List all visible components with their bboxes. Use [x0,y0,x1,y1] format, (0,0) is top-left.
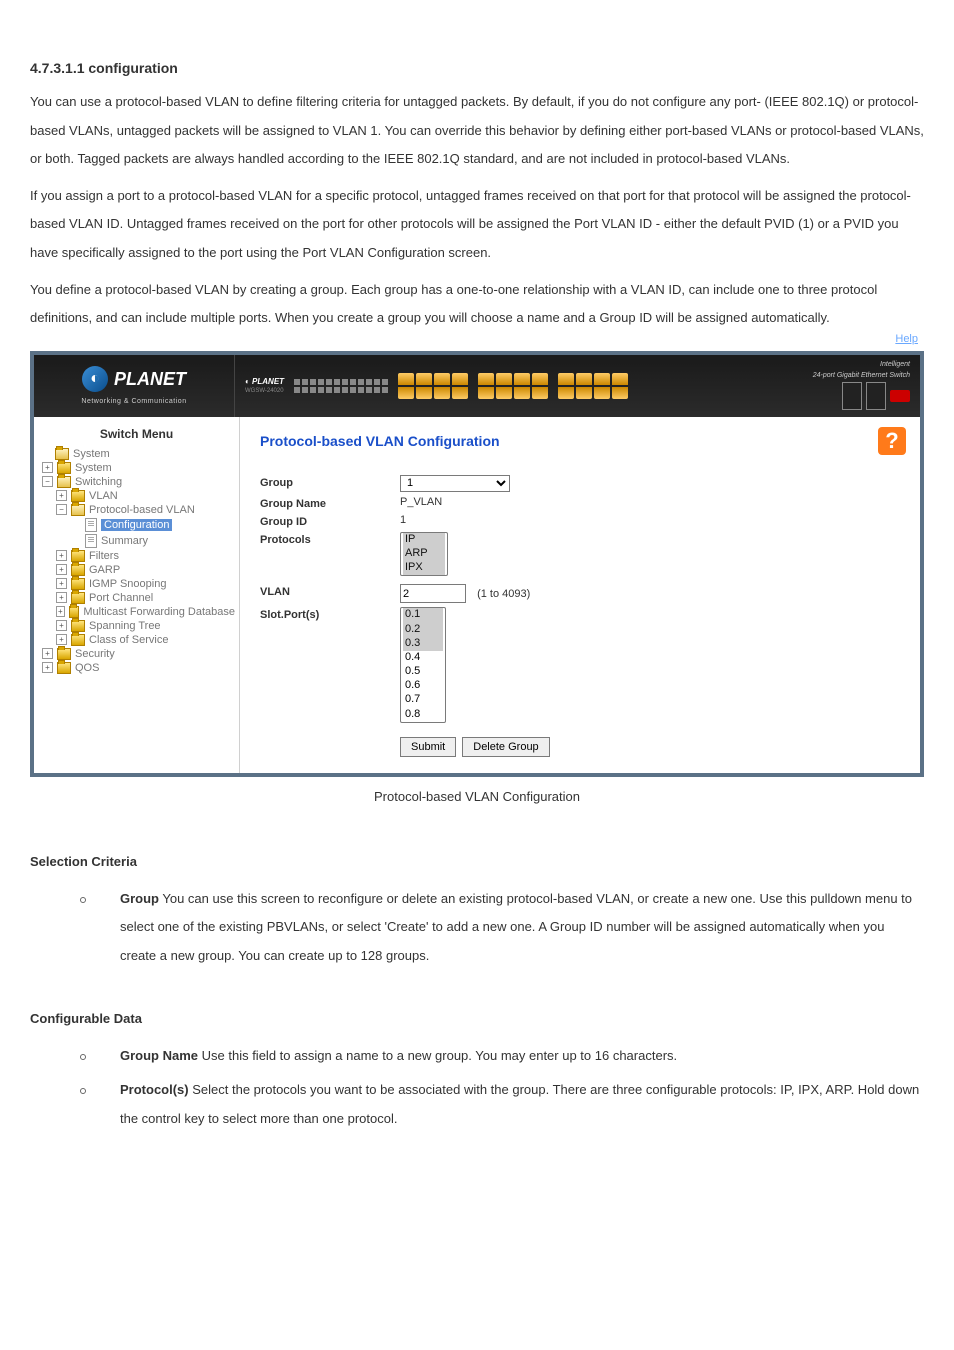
logo-text: PLANET [114,369,186,390]
nav-summary[interactable]: Summary [38,533,235,549]
protocols-select[interactable]: IP ARP IPX [400,532,448,577]
nav-protocol-based-vlan[interactable]: −Protocol-based VLAN [38,503,235,517]
nav-vlan[interactable]: +VLAN [38,489,235,503]
page-icon [85,534,97,548]
section-heading: 4.7.3.1.1 configuration [30,60,924,76]
nav-multicast-fdb[interactable]: +Multicast Forwarding Database [38,605,235,619]
nav-spanning-tree[interactable]: +Spanning Tree [38,619,235,633]
nav-configuration[interactable]: Configuration [38,517,235,533]
folder-icon [71,592,85,604]
value-group-name: P_VLAN [400,496,442,508]
folder-icon [71,578,85,590]
vlan-range-hint: (1 to 4093) [477,588,530,600]
switch-header-banner: ◐ PLANET Networking & Communication ◐ PL… [34,355,920,417]
sfp-ports [842,382,910,410]
folder-icon [57,462,71,474]
help-icon[interactable]: ? [878,427,906,455]
folder-icon [57,648,71,660]
switch-model-line2: 24-port Gigabit Ethernet Switch [813,372,910,380]
folder-open-icon [55,448,69,460]
nav-system[interactable]: +System [38,461,235,475]
paragraph-1: You can use a protocol-based VLAN to def… [30,88,924,174]
label-vlan: VLAN [260,584,400,598]
field-desc-group-name: Group Name Use this field to assign a na… [80,1042,924,1071]
value-group-id: 1 [400,514,406,526]
logo-area: ◐ PLANET Networking & Communication [34,355,235,417]
paragraph-2: If you assign a port to a protocol-based… [30,182,924,268]
label-slotports: Slot.Port(s) [260,607,400,621]
folder-icon [71,490,85,502]
port-group-3 [558,373,628,399]
label-group-name: Group Name [260,496,400,510]
paragraph-3: You define a protocol-based VLAN by crea… [30,276,924,333]
nav-igmp-snooping[interactable]: +IGMP Snooping [38,577,235,591]
label-group: Group [260,475,400,489]
folder-icon [71,620,85,632]
logo-tagline: Networking & Communication [81,398,186,405]
config-screenshot: ◐ PLANET Networking & Communication ◐ PL… [30,351,924,777]
nav-system-root[interactable]: System [38,447,235,461]
submit-button[interactable]: Submit [400,737,456,757]
nav-garp[interactable]: +GARP [38,563,235,577]
status-leds [294,379,388,393]
nav-security[interactable]: +Security [38,647,235,661]
nav-class-of-service[interactable]: +Class of Service [38,633,235,647]
folder-icon [57,662,71,674]
help-link[interactable]: Help [895,333,918,345]
configurable-data-heading: Configurable Data [30,1011,924,1026]
page-title: Protocol-based VLAN Configuration [260,433,900,449]
folder-icon [71,550,85,562]
port-group-1 [398,373,468,399]
port-group-2 [478,373,548,399]
folder-icon [69,606,80,618]
page-icon [85,518,97,532]
folder-icon [71,564,85,576]
navigation-sidebar: Switch Menu System +System −Switching +V… [34,417,240,773]
nav-filters[interactable]: +Filters [38,549,235,563]
switch-model-line1: Intelligent [880,361,910,369]
nav-port-channel[interactable]: +Port Channel [38,591,235,605]
label-protocols: Protocols [260,532,400,546]
slotports-select[interactable]: 0.1 0.2 0.3 0.4 0.5 0.6 0.7 0.8 [400,607,446,723]
folder-icon [71,634,85,646]
nav-switching[interactable]: −Switching [38,475,235,489]
model-small: WGSW-24020 [245,388,284,394]
mini-logo: ◐ PLANET [245,377,284,386]
group-select[interactable]: 1 [400,475,510,492]
switch-front-panel: ◐ PLANET WGSW-24020 [235,355,920,417]
planet-globe-icon: ◐ [82,366,108,392]
field-desc-protocols: Protocol(s) Select the protocols you wan… [80,1076,924,1133]
field-desc-group: Group You can use this screen to reconfi… [80,885,924,971]
sidebar-title: Switch Menu [34,417,239,447]
folder-open-icon [71,504,85,516]
folder-open-icon [57,476,71,488]
vlan-input[interactable] [400,584,466,603]
selection-criteria-heading: Selection Criteria [30,854,924,869]
main-config-panel: ? Protocol-based VLAN Configuration Grou… [240,417,920,773]
label-group-id: Group ID [260,514,400,528]
figure-caption: Protocol-based VLAN Configuration [30,789,924,804]
nav-qos[interactable]: +QOS [38,661,235,675]
delete-group-button[interactable]: Delete Group [462,737,549,757]
